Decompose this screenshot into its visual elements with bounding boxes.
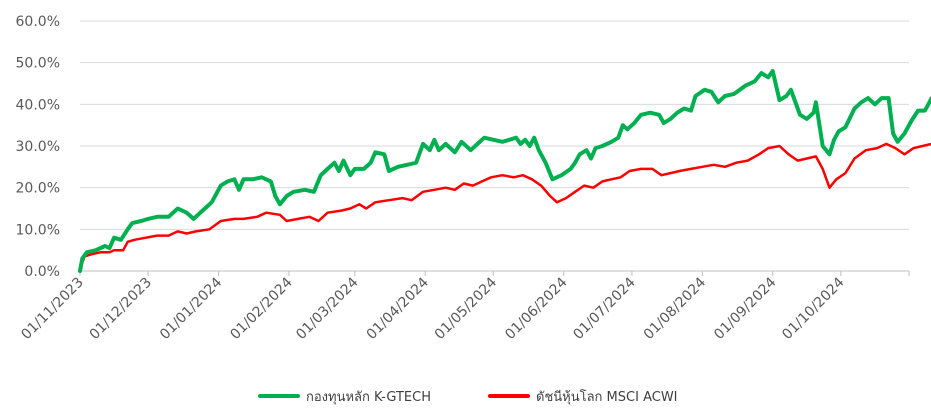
gridlines <box>80 20 909 230</box>
legend-swatch-k-gtech <box>258 394 300 398</box>
x-tick-label: 01/04/2024 <box>364 274 432 342</box>
legend-label-msci-acwi: ดัชนีหุ้นโลก MSCI ACWI <box>536 389 678 405</box>
legend-item-msci-acwi: ดัชนีหุ้นโลก MSCI ACWI <box>488 384 678 408</box>
legend-swatch-msci-acwi <box>488 394 530 398</box>
series-lines <box>78 69 931 273</box>
y-tick-label: 40.0% <box>16 97 60 113</box>
legend: กองทุนหลัก K-GTECH ดัชนีหุ้นโลก MSCI ACW… <box>0 384 931 408</box>
legend-item-k-gtech: กองทุนหลัก K-GTECH <box>258 384 431 408</box>
y-tick-label: 0.0% <box>24 264 60 280</box>
x-tick-label: 01/06/2024 <box>502 274 570 342</box>
x-tick-label: 01/08/2024 <box>641 274 709 342</box>
x-tick-label: 01/01/2024 <box>157 274 225 342</box>
y-axis: 0.0% 10.0% 20.0% 30.0% 40.0% 50.0% 60.0% <box>16 14 60 280</box>
x-tick-label: 01/07/2024 <box>570 274 638 342</box>
series-line-msci-acwi <box>78 142 931 271</box>
y-tick-label: 30.0% <box>16 139 60 155</box>
y-tick-label: 50.0% <box>16 56 60 72</box>
y-tick-label: 60.0% <box>16 14 60 30</box>
series-line-k-gtech <box>78 69 931 273</box>
x-tick-label: 01/03/2024 <box>293 274 361 342</box>
x-tick-label: 01/02/2024 <box>227 274 295 342</box>
x-tick-label: 01/11/2023 <box>18 275 86 343</box>
x-axis: 01/11/2023 01/12/2023 01/01/2024 01/02/2024… <box>18 270 910 343</box>
x-tick-label: 01/10/2024 <box>779 274 847 342</box>
y-tick-label: 20.0% <box>16 181 60 197</box>
x-tick-label: 01/12/2023 <box>87 275 155 343</box>
y-tick-label: 10.0% <box>16 222 60 238</box>
x-tick-label: 01/05/2024 <box>432 274 500 342</box>
legend-label-k-gtech: กองทุนหลัก K-GTECH <box>306 389 431 405</box>
x-tick-label: 01/09/2024 <box>711 274 779 342</box>
